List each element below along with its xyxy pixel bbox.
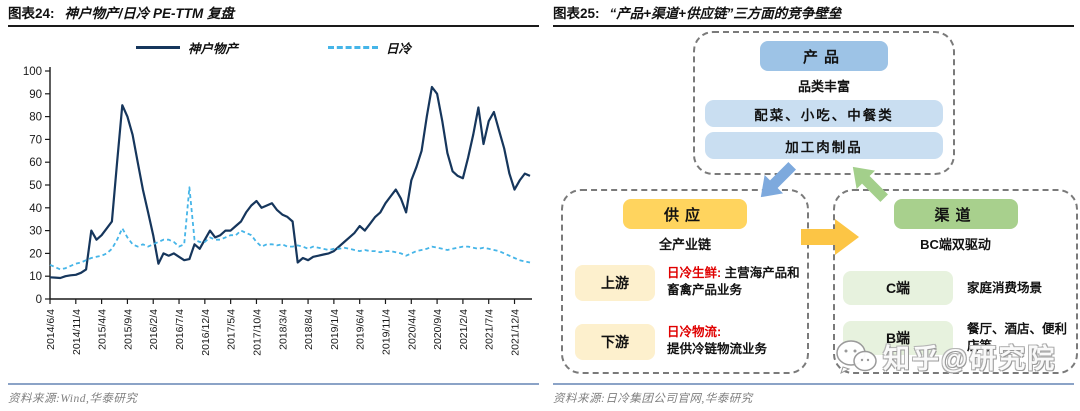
svg-text:2015/4/4: 2015/4/4 — [97, 309, 109, 350]
figure-25-title: “产品+渠道+供应链”三方面的竞争壁垒 — [609, 6, 842, 21]
nichirei-line-swatch — [328, 45, 378, 49]
svg-text:2019/1/4: 2019/1/4 — [329, 309, 341, 350]
kobe-line-swatch — [135, 45, 180, 49]
svg-text:70: 70 — [29, 134, 42, 146]
product-item-dishes: 配菜、小吃、中餐类 — [705, 100, 943, 127]
channel-group: 渠道 BC端双驱动 C端 家庭消费场景 B端 餐厅、酒店、便利店等 — [833, 189, 1078, 374]
supply-subtitle: 全产业链 — [658, 237, 711, 252]
channel-subtitle: BC端双驱动 — [920, 237, 991, 252]
chart-legend: 神户物产 日冷 — [8, 37, 539, 57]
svg-text:2018/3/4: 2018/3/4 — [277, 309, 289, 350]
supply-row-downstream: 下游 日冷物流: 提供冷链物流业务 — [575, 324, 803, 360]
b-side-pill: B端 — [843, 321, 953, 355]
svg-text:90: 90 — [29, 89, 42, 101]
supply-to-channel-arrow-icon — [801, 219, 859, 255]
svg-text:2020/4/4: 2020/4/4 — [406, 309, 418, 350]
legend-label-nichirei: 日冷 — [386, 41, 412, 56]
svg-text:10: 10 — [29, 271, 42, 283]
svg-text:60: 60 — [29, 157, 42, 169]
product-header-pill: 产品 — [760, 41, 888, 71]
panel-moat-diagram: 图表25: “产品+渠道+供应链”三方面的竞争壁垒 产品 品类丰富 配菜、小吃、… — [545, 0, 1080, 411]
downstream-pill: 下游 — [575, 324, 655, 360]
downstream-highlight: 日冷物流: — [667, 325, 722, 339]
svg-text:2021/12/4: 2021/12/4 — [510, 309, 522, 356]
upstream-highlight: 日冷生鲜: — [667, 266, 722, 280]
svg-text:2019/6/4: 2019/6/4 — [355, 309, 367, 350]
svg-text:2019/11/4: 2019/11/4 — [380, 309, 392, 355]
pe-chart: 0 10 20 30 40 50 60 70 80 90 100 2014/6/4 2014/11/4 2… — [23, 66, 532, 356]
channel-row-c: C端 家庭消费场景 — [843, 271, 1072, 305]
c-side-pill: C端 — [843, 271, 953, 305]
svg-text:2016/2/4: 2016/2/4 — [148, 309, 160, 350]
product-to-supply-arrow-icon — [760, 161, 797, 198]
figure-25-header: 图表25: “产品+渠道+供应链”三方面的竞争壁垒 — [553, 2, 1074, 27]
c-side-desc: 家庭消费场景 — [967, 280, 1043, 295]
figure-24-label: 图表24: — [8, 6, 55, 21]
svg-text:2014/6/4: 2014/6/4 — [45, 309, 57, 350]
svg-text:2021/7/4: 2021/7/4 — [484, 309, 496, 350]
downstream-desc-text: 提供冷链物流业务 — [667, 341, 768, 356]
legend-item-nichirei: 日冷 — [328, 38, 411, 57]
svg-text:2020/9/4: 2020/9/4 — [432, 309, 444, 350]
figure-25-label: 图表25: — [553, 6, 600, 21]
svg-text:2016/7/4: 2016/7/4 — [174, 309, 186, 350]
svg-text:0: 0 — [36, 294, 42, 306]
figure-24-header: 图表24: 神户物产/日冷 PE-TTM 复盘 — [8, 2, 539, 27]
svg-text:30: 30 — [29, 226, 42, 238]
upstream-desc: 日冷生鲜: 主营海产品和畜禽产品业务 — [667, 265, 803, 299]
svg-text:2017/5/4: 2017/5/4 — [226, 309, 238, 350]
svg-text:2018/8/4: 2018/8/4 — [303, 309, 315, 350]
product-group: 产品 品类丰富 配菜、小吃、中餐类 加工肉制品 — [693, 31, 955, 175]
svg-text:40: 40 — [29, 203, 42, 215]
figure-24-title: 神户物产/日冷 PE-TTM 复盘 — [64, 6, 235, 21]
legend-label-kobe: 神户物产 — [187, 41, 238, 56]
supply-row-upstream: 上游 日冷生鲜: 主营海产品和畜禽产品业务 — [575, 265, 803, 301]
left-source-row: 资料来源:Wind,华泰研究 — [8, 383, 539, 407]
product-subtitle: 品类丰富 — [797, 79, 850, 94]
upstream-desc-text: 主营海产品和畜禽产品业务 — [667, 266, 800, 297]
pe-ttm-chart-area: 0 10 20 30 40 50 60 70 80 90 100 2014/6/4 2014/11/4 2… — [8, 59, 539, 376]
right-source-text: 资料来源:日冷集团公司官网,华泰研究 — [553, 393, 753, 405]
channel-header-pill: 渠道 — [893, 199, 1018, 229]
product-item-meat: 加工肉制品 — [705, 132, 943, 159]
svg-text:2017/10/4: 2017/10/4 — [251, 309, 263, 356]
svg-text:50: 50 — [29, 180, 42, 192]
svg-text:20: 20 — [29, 248, 42, 260]
upstream-pill: 上游 — [575, 265, 655, 301]
supply-group: 供应 全产业链 上游 日冷生鲜: 主营海产品和畜禽产品业务 下游 日冷物流: 提… — [561, 189, 809, 374]
svg-text:2021/2/4: 2021/2/4 — [458, 309, 470, 350]
svg-text:100: 100 — [23, 66, 42, 78]
panel-pe-chart: 图表24: 神户物产/日冷 PE-TTM 复盘 神户物产 日冷 0 10 20 30 4… — [8, 2, 539, 407]
svg-text:2014/11/4: 2014/11/4 — [71, 309, 83, 355]
b-side-desc: 餐厅、酒店、便利店等 — [967, 322, 1068, 353]
svg-text:80: 80 — [29, 112, 42, 124]
svg-text:2016/12/4: 2016/12/4 — [200, 309, 212, 356]
downstream-desc: 日冷物流: 提供冷链物流业务 — [667, 324, 803, 358]
right-source-row: 资料来源:日冷集团公司官网,华泰研究 — [553, 383, 1074, 407]
left-source-text: 资料来源:Wind,华泰研究 — [8, 393, 138, 405]
supply-header-pill: 供应 — [623, 199, 747, 229]
channel-to-product-arrow-icon — [852, 166, 889, 203]
channel-row-b: B端 餐厅、酒店、便利店等 — [843, 321, 1072, 355]
moat-diagram: 产品 品类丰富 配菜、小吃、中餐类 加工肉制品 供应 全产业链 上游 日冷生鲜:… — [553, 29, 1078, 381]
svg-text:2015/9/4: 2015/9/4 — [122, 309, 134, 350]
legend-item-kobe: 神户物产 — [135, 38, 238, 57]
